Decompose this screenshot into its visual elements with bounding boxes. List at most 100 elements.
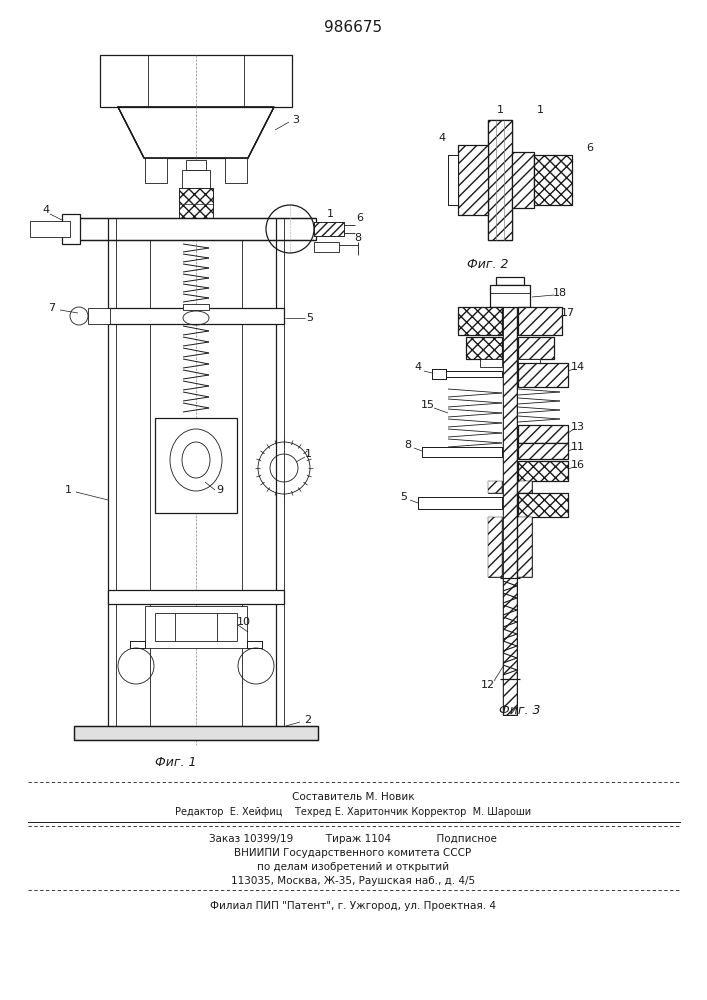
Text: 4: 4 (438, 133, 445, 143)
Bar (512, 152, 534, 208)
Bar (179, 188, 213, 204)
Text: 15: 15 (421, 400, 435, 410)
Bar (503, 285, 517, 715)
Text: Фиг. 1: Фиг. 1 (156, 756, 197, 768)
Text: 8: 8 (404, 440, 411, 450)
Text: Фиг. 2: Фиг. 2 (467, 258, 509, 271)
Text: 1: 1 (305, 449, 312, 459)
Text: 1: 1 (64, 485, 71, 495)
Bar (74, 218, 316, 240)
Bar (448, 155, 458, 205)
Bar (314, 222, 344, 236)
Bar (179, 188, 213, 220)
Text: 3: 3 (293, 115, 300, 125)
Text: 5: 5 (400, 492, 407, 502)
Bar (503, 285, 517, 715)
Bar (466, 337, 502, 359)
Bar (88, 308, 110, 324)
Text: 14: 14 (571, 362, 585, 372)
Bar (534, 155, 572, 205)
Bar (518, 425, 568, 443)
Bar (518, 363, 568, 387)
Bar (518, 481, 532, 493)
Polygon shape (130, 641, 145, 648)
Bar (518, 481, 532, 493)
Polygon shape (418, 497, 502, 509)
Bar (518, 461, 568, 481)
Bar (490, 285, 530, 307)
Bar (503, 285, 517, 715)
Bar (74, 726, 318, 740)
Bar (534, 155, 572, 205)
Bar (518, 493, 568, 517)
Bar (458, 145, 488, 215)
Text: 1: 1 (496, 105, 503, 115)
Bar (62, 214, 80, 244)
Text: Фиг. 3: Фиг. 3 (499, 704, 541, 716)
Polygon shape (247, 641, 262, 648)
Text: 16: 16 (571, 460, 585, 470)
Text: 9: 9 (216, 485, 223, 495)
Bar (480, 359, 502, 367)
Text: 6: 6 (356, 213, 363, 223)
Bar (183, 304, 209, 310)
Bar (108, 590, 284, 604)
Bar (458, 307, 502, 335)
Bar (458, 307, 502, 335)
Text: 11: 11 (571, 442, 585, 452)
Polygon shape (432, 369, 446, 379)
Bar (488, 481, 502, 493)
Bar (488, 120, 512, 240)
Bar (488, 517, 502, 577)
Bar (518, 307, 562, 335)
Bar (518, 337, 554, 359)
Bar (145, 158, 167, 183)
Bar (314, 222, 344, 236)
Bar (108, 308, 284, 324)
Bar (496, 277, 524, 285)
Text: 7: 7 (49, 303, 56, 313)
Bar (488, 481, 502, 493)
Bar (74, 726, 318, 740)
Text: Филиал ПИП "Патент", г. Ужгород, ул. Проектная. 4: Филиал ПИП "Патент", г. Ужгород, ул. Про… (210, 901, 496, 911)
Bar (518, 493, 568, 517)
Bar (182, 170, 210, 188)
Polygon shape (118, 107, 274, 158)
Bar (466, 337, 502, 359)
Text: 10: 10 (237, 617, 251, 627)
Text: по делам изобретений и открытий: по делам изобретений и открытий (257, 862, 449, 872)
Bar (518, 443, 568, 459)
Text: Составитель М. Новик: Составитель М. Новик (292, 792, 414, 802)
Bar (179, 204, 213, 220)
Text: 1: 1 (327, 209, 334, 219)
Bar (518, 425, 568, 443)
Bar (518, 307, 562, 335)
Text: 17: 17 (561, 308, 575, 318)
Bar (314, 242, 339, 252)
Text: 18: 18 (553, 288, 567, 298)
Bar (145, 606, 247, 648)
Bar (518, 363, 568, 387)
Bar (518, 461, 568, 481)
Text: 8: 8 (354, 233, 361, 243)
Text: 12: 12 (481, 680, 495, 690)
Bar (488, 120, 512, 240)
Text: 113035, Москва, Ж-35, Раушская наб., д. 4/5: 113035, Москва, Ж-35, Раушская наб., д. … (231, 876, 475, 886)
Text: 1: 1 (537, 105, 544, 115)
Bar (488, 517, 502, 577)
Bar (100, 55, 292, 107)
Bar (518, 337, 554, 359)
Bar (448, 155, 458, 205)
Bar (186, 160, 206, 170)
Text: 13: 13 (571, 422, 585, 432)
Bar (518, 517, 532, 577)
Bar (155, 613, 237, 641)
Polygon shape (422, 447, 502, 457)
Bar (518, 443, 568, 459)
Bar (30, 221, 70, 237)
Polygon shape (445, 371, 502, 377)
Text: 986675: 986675 (324, 20, 382, 35)
Text: Заказ 10399/19          Тираж 1104              Подписное: Заказ 10399/19 Тираж 1104 Подписное (209, 834, 497, 844)
Bar (458, 145, 488, 215)
Text: Редактор  Е. Хейфиц    Техред Е. Харитончик Корректор  М. Шароши: Редактор Е. Хейфиц Техред Е. Харитончик … (175, 807, 531, 817)
